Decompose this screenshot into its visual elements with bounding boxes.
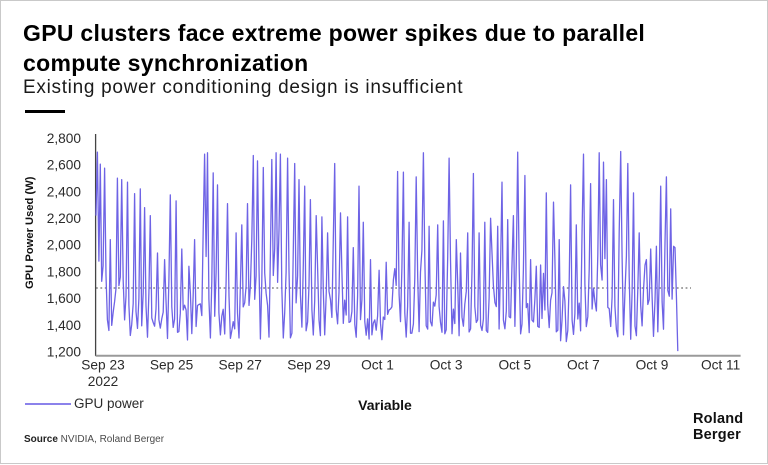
svg-text:1,200: 1,200 (47, 345, 82, 360)
svg-text:2,400: 2,400 (47, 184, 82, 199)
svg-text:2,200: 2,200 (47, 211, 82, 226)
svg-text:Oct 1: Oct 1 (361, 358, 394, 373)
svg-text:Oct 11: Oct 11 (701, 358, 740, 373)
svg-text:1,800: 1,800 (47, 264, 82, 279)
svg-text:1,400: 1,400 (47, 318, 82, 333)
svg-text:2,600: 2,600 (47, 158, 82, 173)
svg-text:2,000: 2,000 (47, 238, 82, 253)
svg-text:Sep 29: Sep 29 (287, 358, 330, 373)
svg-text:Sep 25: Sep 25 (150, 358, 194, 373)
svg-text:1,600: 1,600 (47, 291, 82, 306)
svg-text:Oct 5: Oct 5 (498, 358, 531, 373)
svg-text:Oct 3: Oct 3 (430, 358, 463, 373)
svg-text:Sep 27: Sep 27 (219, 358, 262, 373)
svg-text:2022: 2022 (88, 374, 118, 389)
svg-text:Oct 9: Oct 9 (636, 358, 669, 373)
svg-text:Oct 7: Oct 7 (567, 358, 600, 373)
svg-text:Sep 23: Sep 23 (81, 358, 125, 373)
svg-text:2,800: 2,800 (47, 131, 82, 146)
